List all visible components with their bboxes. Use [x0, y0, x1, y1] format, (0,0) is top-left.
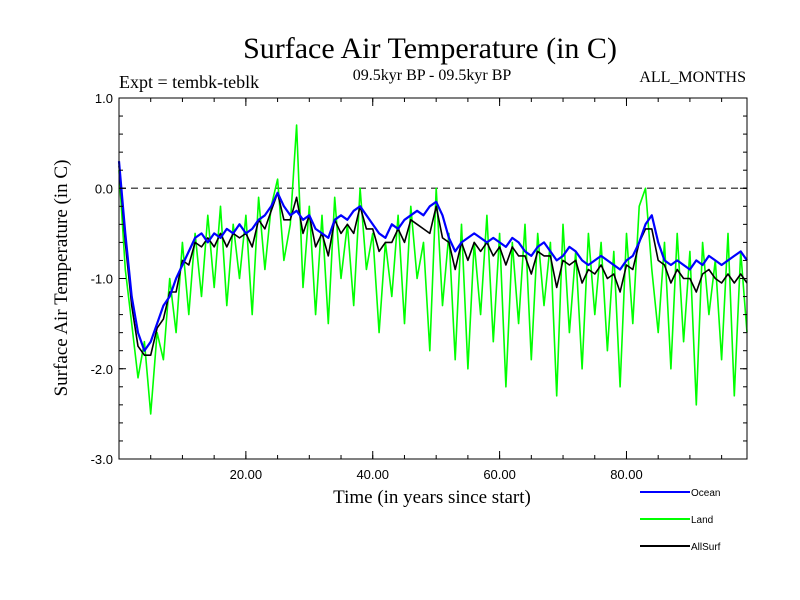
legend: Ocean Land AllSurf [640, 488, 721, 553]
expt-label: Expt = tembk-teblk [119, 72, 259, 92]
x-tick-label: 40.00 [356, 467, 389, 482]
y-tick-label: 1.0 [95, 91, 113, 106]
period-label: 09.5kyr BP - 09.5kyr BP [353, 67, 512, 84]
y-tick-label: -2.0 [91, 362, 113, 377]
series-line-ocean [117, 161, 748, 352]
x-axis-label: Time (in years since start) [333, 487, 531, 508]
chart-title: Surface Air Temperature (in C) [243, 32, 617, 65]
x-tick-label: 60.00 [483, 467, 516, 482]
y-axis-label: Surface Air Temperature (in C) [51, 160, 72, 397]
y-tick-label: -3.0 [91, 452, 113, 467]
legend-label-ocean: Ocean [691, 488, 720, 499]
y-tick-label: -1.0 [91, 272, 113, 287]
x-tick-label: 80.00 [610, 467, 643, 482]
legend-label-land: Land [691, 515, 713, 526]
y-tick-label: 0.0 [95, 181, 113, 196]
series-line-land [118, 124, 748, 415]
legend-label-allsurf: AllSurf [691, 542, 721, 553]
plot-area: 1.0 0.0 -1.0 -2.0 -3.0 20.00 40.00 60.00 80.00 [91, 91, 748, 482]
x-tick-label: 20.00 [230, 467, 263, 482]
months-label: ALL_MONTHS [639, 69, 746, 86]
